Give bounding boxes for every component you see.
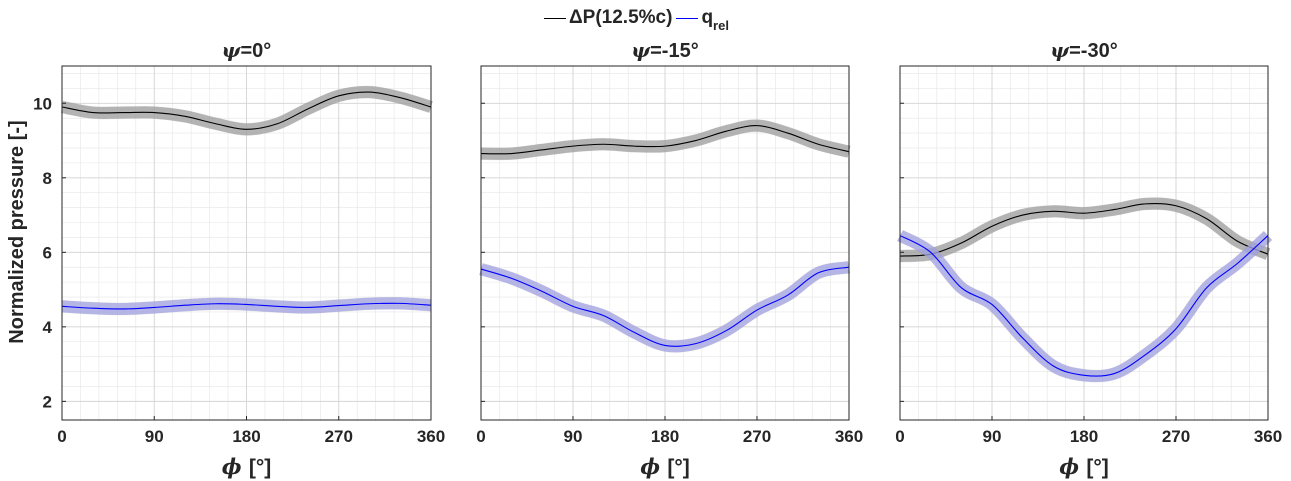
x-tick-label: 180 bbox=[651, 427, 679, 446]
legend-item-dp: ΔP(12.5%c) bbox=[544, 7, 672, 29]
x-tick-label: 0 bbox=[57, 427, 66, 446]
panel-title-value: =-30° bbox=[1069, 40, 1118, 62]
panel-title: ψ=0° bbox=[222, 38, 272, 62]
legend-item-q: q rel bbox=[676, 7, 729, 33]
panel-title-symbol: ψ bbox=[1050, 38, 1070, 62]
y-tick-label: 4 bbox=[43, 318, 53, 337]
panel-title-value: =-15° bbox=[650, 40, 699, 62]
panel-title-symbol: ψ bbox=[222, 38, 242, 62]
x-tick-label: 270 bbox=[325, 427, 353, 446]
x-tick-label: 360 bbox=[835, 427, 863, 446]
x-axis-label-symbol: ϕ bbox=[1059, 454, 1086, 479]
x-tick-label: 360 bbox=[1254, 427, 1282, 446]
x-axis-label: ϕ [°] bbox=[640, 454, 689, 479]
panel-title-value: =0° bbox=[241, 40, 272, 62]
panel-title: ψ=-30° bbox=[1050, 38, 1117, 62]
legend-label-q-sub: rel bbox=[713, 17, 729, 33]
x-tick-label: 0 bbox=[895, 427, 904, 446]
x-axis-label: ϕ [°] bbox=[222, 454, 271, 479]
series-line-dp bbox=[61, 91, 432, 130]
panel-title: ψ=-15° bbox=[631, 38, 698, 62]
legend-label-dp: ΔP(12.5%c) bbox=[569, 7, 673, 28]
series-line-dp bbox=[480, 125, 850, 155]
series-line-q bbox=[61, 302, 432, 310]
x-tick-label: 0 bbox=[476, 427, 485, 446]
x-tick-label: 360 bbox=[417, 427, 445, 446]
x-axis-label-symbol: ϕ bbox=[640, 454, 667, 479]
series-line-q bbox=[480, 266, 850, 347]
y-tick-label: 10 bbox=[33, 94, 52, 113]
legend-swatch-dp bbox=[544, 17, 566, 19]
x-tick-label: 90 bbox=[564, 427, 583, 446]
y-tick-label: 6 bbox=[43, 243, 52, 262]
legend: ΔP(12.5%c) q rel bbox=[544, 6, 733, 33]
x-tick-label: 90 bbox=[983, 427, 1002, 446]
x-tick-label: 270 bbox=[743, 427, 771, 446]
x-axis-label-symbol: ϕ bbox=[222, 454, 249, 479]
x-tick-label: 180 bbox=[1070, 427, 1098, 446]
legend-label-q: q bbox=[701, 7, 714, 28]
y-tick-label: 8 bbox=[43, 169, 52, 188]
panel-title-symbol: ψ bbox=[631, 38, 651, 62]
x-tick-label: 270 bbox=[1162, 427, 1190, 446]
x-axis-label-unit: [°] bbox=[667, 456, 689, 479]
legend-swatch-q bbox=[676, 17, 699, 19]
x-tick-label: 90 bbox=[145, 427, 164, 446]
series-line-dp bbox=[899, 202, 1269, 257]
y-tick-label: 2 bbox=[43, 392, 52, 411]
x-axis-label-unit: [°] bbox=[1086, 456, 1108, 479]
x-axis-label: ϕ [°] bbox=[1059, 454, 1108, 479]
x-tick-label: 180 bbox=[232, 427, 260, 446]
series-line-q bbox=[899, 235, 1269, 377]
x-axis-label-unit: [°] bbox=[249, 456, 271, 479]
